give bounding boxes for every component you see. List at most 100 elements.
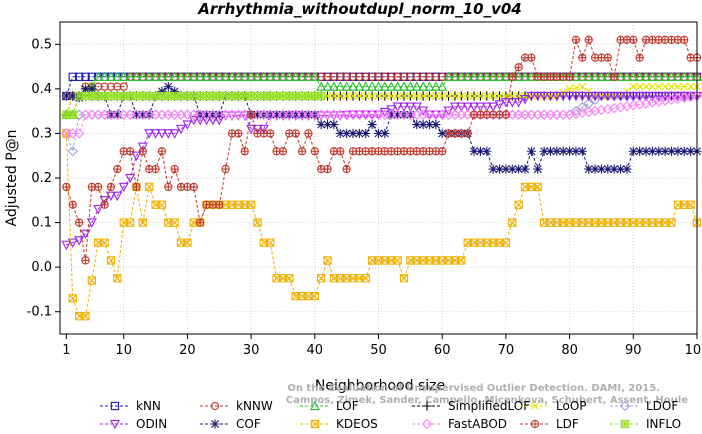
legend-item: kNN xyxy=(100,399,161,413)
legend-item: COF xyxy=(200,417,261,431)
data-point xyxy=(73,128,85,139)
data-point xyxy=(609,164,619,174)
data-point xyxy=(398,102,409,112)
data-point xyxy=(393,72,402,81)
data-point xyxy=(565,146,575,156)
data-point xyxy=(118,71,129,81)
legend-item: LDOF xyxy=(610,399,678,413)
data-point xyxy=(342,91,351,100)
data-point xyxy=(456,71,467,81)
data-point xyxy=(348,72,358,81)
data-point xyxy=(188,115,199,126)
data-point xyxy=(443,71,454,81)
data-point xyxy=(93,71,104,81)
y-tick-label: 0.3 xyxy=(31,126,52,141)
data-point xyxy=(164,182,173,192)
data-point xyxy=(508,218,517,227)
data-point xyxy=(629,35,638,44)
data-point xyxy=(182,71,193,81)
data-point xyxy=(551,91,562,102)
data-point xyxy=(329,119,339,130)
data-point xyxy=(387,91,396,100)
x-tick-label: 60 xyxy=(434,343,451,358)
data-point xyxy=(94,182,103,192)
data-point xyxy=(680,82,689,91)
y-tick-label: 0.4 xyxy=(31,82,52,97)
legend-label: LDF xyxy=(556,417,579,431)
data-point xyxy=(348,81,359,91)
legend-item: SimplifiedLOF xyxy=(412,399,530,413)
data-point xyxy=(507,98,518,108)
data-point xyxy=(545,146,556,156)
data-point xyxy=(621,91,632,102)
data-point xyxy=(137,142,148,153)
data-point xyxy=(80,84,91,94)
data-point xyxy=(500,98,511,108)
data-point xyxy=(653,71,664,81)
data-point xyxy=(456,102,467,112)
data-point xyxy=(144,71,155,81)
legend-label: SimplifiedLOF xyxy=(448,399,530,413)
data-point xyxy=(278,110,288,120)
data-point xyxy=(208,110,218,120)
data-point xyxy=(679,146,689,156)
data-point xyxy=(145,182,154,192)
data-point xyxy=(234,129,243,138)
data-point xyxy=(443,106,454,116)
data-point xyxy=(476,91,485,100)
data-point xyxy=(354,81,365,91)
data-point xyxy=(501,164,511,174)
data-point xyxy=(386,110,396,120)
data-point xyxy=(201,71,212,81)
legend-item: ODIN xyxy=(100,417,167,431)
data-point xyxy=(488,102,499,112)
legend-marker xyxy=(620,419,630,429)
data-point xyxy=(239,71,250,81)
data-point xyxy=(533,182,542,192)
data-point xyxy=(438,147,447,156)
data-point xyxy=(138,110,148,120)
x-tick-label: 20 xyxy=(179,343,196,358)
data-point xyxy=(93,205,104,215)
x-tick-label: 70 xyxy=(498,343,515,358)
data-point xyxy=(635,82,644,91)
data-point xyxy=(519,94,531,105)
data-point xyxy=(590,91,601,102)
data-point xyxy=(266,238,275,247)
legend-label: kNN xyxy=(136,399,161,413)
series-line xyxy=(66,95,698,134)
data-point xyxy=(309,71,320,81)
data-point xyxy=(494,71,505,81)
data-point xyxy=(233,111,244,121)
data-point xyxy=(189,182,198,192)
y-axis-label: Adjusted P@n xyxy=(4,129,20,226)
data-point xyxy=(349,91,358,100)
series-ldf xyxy=(62,35,702,265)
data-point xyxy=(584,35,593,44)
data-point xyxy=(615,164,626,174)
data-point xyxy=(291,129,300,138)
data-point xyxy=(570,91,581,102)
data-point xyxy=(336,91,345,100)
data-point xyxy=(335,111,346,121)
data-point xyxy=(526,71,537,81)
data-point xyxy=(137,71,148,81)
x-tick-label: 90 xyxy=(625,343,642,358)
data-point xyxy=(629,82,638,91)
data-point xyxy=(654,82,663,91)
data-point xyxy=(163,129,174,139)
data-point xyxy=(373,81,384,91)
data-point xyxy=(666,71,677,81)
data-point xyxy=(501,110,511,119)
data-point xyxy=(258,124,269,135)
data-point xyxy=(316,111,327,121)
data-point xyxy=(577,146,587,156)
data-point xyxy=(577,91,588,102)
data-point xyxy=(342,72,351,81)
data-point xyxy=(398,81,409,91)
data-point xyxy=(86,218,97,228)
data-point xyxy=(169,129,180,139)
data-point xyxy=(469,71,480,81)
legend-item: FastABOD xyxy=(412,417,507,431)
data-point xyxy=(628,91,639,102)
